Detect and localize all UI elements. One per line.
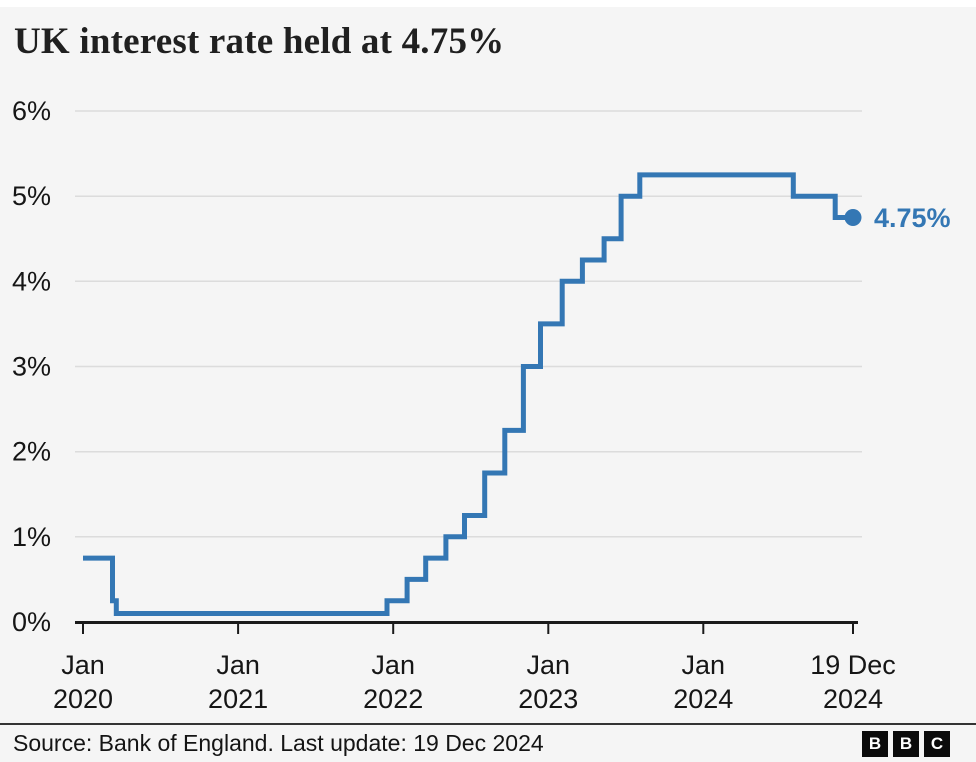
bbc-logo-block-b2: B bbox=[893, 730, 919, 757]
y-axis-tick-label: 4% bbox=[12, 266, 51, 296]
bbc-logo-block-c: C bbox=[924, 730, 950, 757]
y-axis-tick-label: 1% bbox=[12, 522, 51, 552]
bbc-logo-block-b1: B bbox=[862, 730, 888, 757]
bbc-logo: B B C bbox=[862, 730, 950, 757]
rate-step-chart: 0% 1% 2% 3% 4% 5% 6% Jan 2020 Jan 2021 Jan 2022 Jan 20… bbox=[12, 96, 951, 714]
y-axis-tick-label: 0% bbox=[12, 607, 51, 637]
y-axis-tick-label: 6% bbox=[12, 96, 51, 126]
footer: Source: Bank of England. Last update: 19… bbox=[0, 723, 976, 762]
chart-title: UK interest rate held at 4.75% bbox=[14, 21, 505, 62]
y-axis-tick-label: 3% bbox=[12, 352, 51, 382]
x-axis-tick-label: Jan 2021 bbox=[208, 650, 268, 714]
rate-line bbox=[83, 172, 853, 616]
latest-value-label: 4.75% bbox=[874, 203, 951, 233]
latest-point-dot bbox=[844, 209, 862, 226]
x-axis-tick-label: Jan 2023 bbox=[518, 650, 578, 714]
y-axis-tick-label: 5% bbox=[12, 181, 51, 211]
x-axis-tick-label: 19 Dec 2024 bbox=[810, 650, 896, 714]
x-axis-tick-label: Jan 2022 bbox=[363, 650, 423, 714]
x-axis-tick-label: Jan 2024 bbox=[673, 650, 733, 714]
y-axis-tick-label: 2% bbox=[12, 437, 51, 467]
x-axis-tick-label: Jan 2020 bbox=[53, 650, 113, 714]
page-top-strip bbox=[0, 0, 976, 7]
source-text: Source: Bank of England. Last update: 19… bbox=[13, 730, 544, 756]
